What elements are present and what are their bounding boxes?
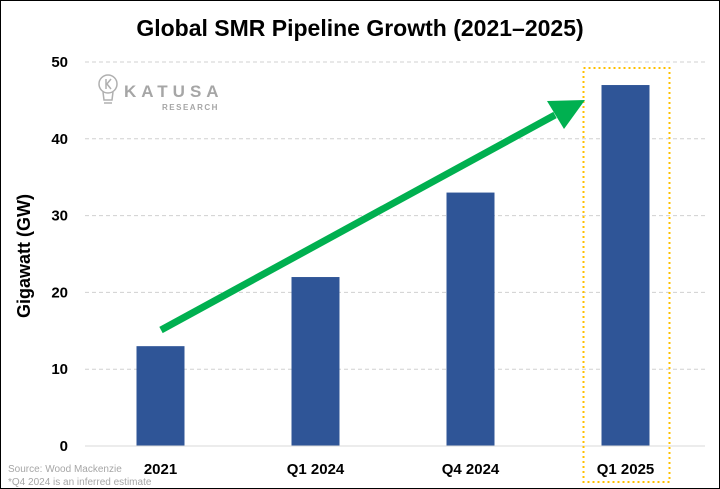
y-tick-label: 20 bbox=[51, 284, 68, 301]
source-note: Source: Wood Mackenzie bbox=[8, 464, 122, 475]
lightbulb-icon bbox=[98, 74, 118, 104]
y-axis-label: Gigawatt (GW) bbox=[14, 194, 34, 318]
logo-name: KATUSA bbox=[124, 82, 224, 101]
x-tick-label: Q4 2024 bbox=[442, 461, 500, 478]
trend-arrow bbox=[159, 100, 585, 334]
y-tick-label: 30 bbox=[51, 208, 68, 225]
x-tick-label: Q1 2024 bbox=[287, 461, 345, 478]
chart-title: Global SMR Pipeline Growth (2021–2025) bbox=[136, 15, 583, 41]
logo: KATUSA RESEARCH bbox=[98, 74, 224, 112]
x-tick-label: 2021 bbox=[144, 461, 177, 478]
logo-sub: RESEARCH bbox=[162, 103, 219, 112]
x-tick-label: Q1 2025 bbox=[597, 461, 655, 478]
y-tick-label: 10 bbox=[51, 361, 68, 378]
bar bbox=[601, 85, 650, 446]
bar bbox=[291, 277, 340, 446]
bar bbox=[446, 192, 495, 446]
estimate-note: *Q4 2024 is an inferred estimate bbox=[8, 477, 152, 488]
y-tick-label: 40 bbox=[51, 131, 68, 148]
y-tick-label: 0 bbox=[60, 438, 68, 455]
bar bbox=[136, 346, 185, 446]
y-tick-label: 50 bbox=[51, 54, 68, 71]
